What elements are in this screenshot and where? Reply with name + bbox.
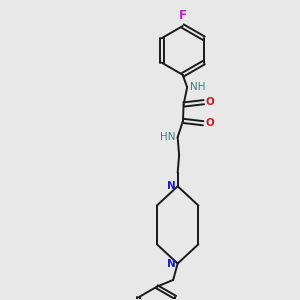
Text: HN: HN	[160, 132, 175, 142]
Text: O: O	[205, 118, 214, 128]
Text: O: O	[206, 97, 214, 107]
Text: NH: NH	[190, 82, 205, 92]
Text: N: N	[167, 259, 176, 269]
Text: F: F	[179, 10, 187, 22]
Text: N: N	[167, 181, 176, 191]
